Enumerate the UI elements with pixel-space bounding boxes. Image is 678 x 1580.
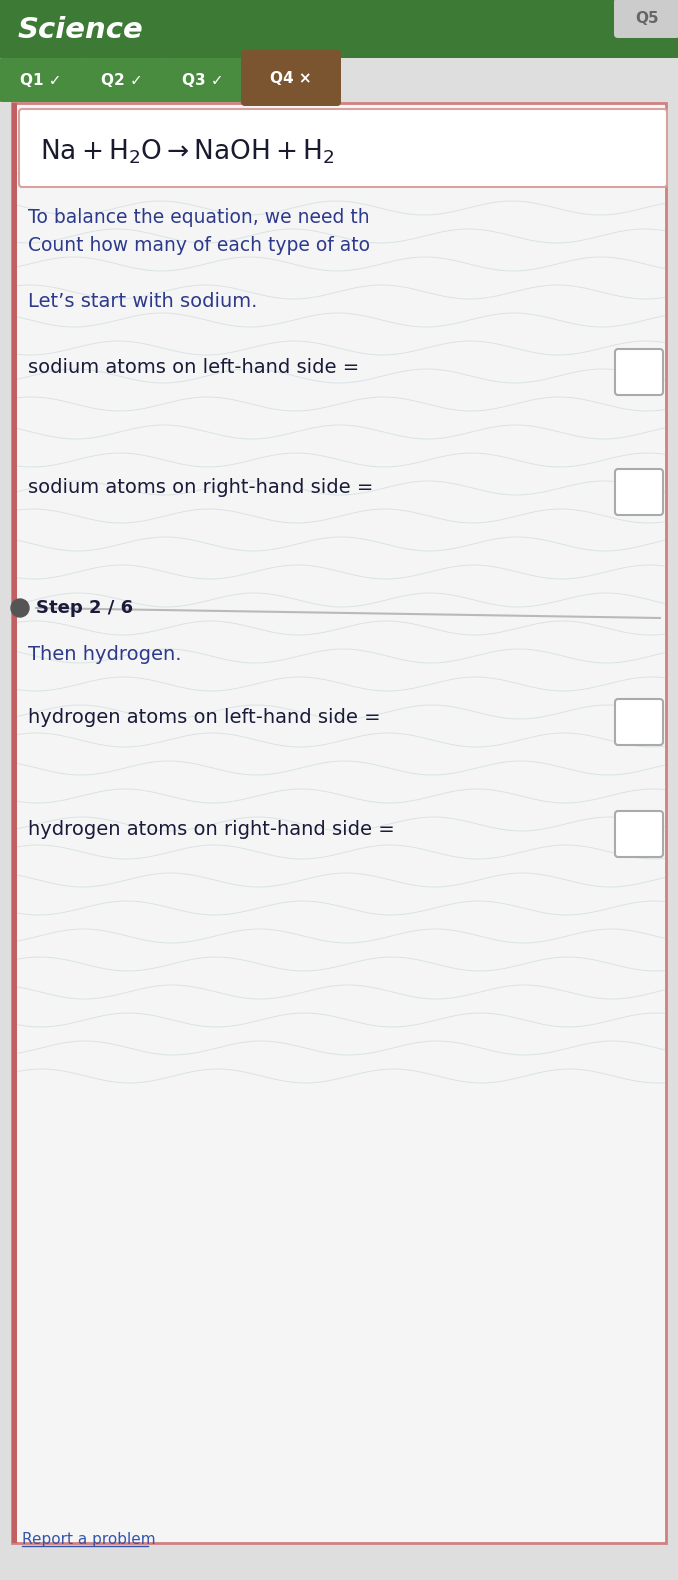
FancyBboxPatch shape	[615, 349, 663, 395]
FancyBboxPatch shape	[615, 811, 663, 856]
Text: Q4 ×: Q4 ×	[271, 71, 312, 85]
FancyBboxPatch shape	[79, 58, 165, 103]
Text: hydrogen atoms on left-hand side =: hydrogen atoms on left-hand side =	[28, 708, 380, 727]
Text: $\mathrm{Na + H_2O \rightarrow NaOH + H_2}$: $\mathrm{Na + H_2O \rightarrow NaOH + H_…	[40, 137, 335, 166]
FancyBboxPatch shape	[12, 103, 17, 1544]
Text: sodium atoms on right-hand side =: sodium atoms on right-hand side =	[28, 479, 374, 498]
Text: To balance the equation, we need th: To balance the equation, we need th	[28, 209, 370, 228]
FancyBboxPatch shape	[615, 698, 663, 746]
Text: hydrogen atoms on right-hand side =: hydrogen atoms on right-hand side =	[28, 820, 395, 839]
FancyBboxPatch shape	[12, 103, 666, 1544]
FancyBboxPatch shape	[0, 58, 84, 103]
Text: Let’s start with sodium.: Let’s start with sodium.	[28, 292, 258, 311]
Text: Step 2 / 6: Step 2 / 6	[36, 599, 133, 618]
Text: Then hydrogen.: Then hydrogen.	[28, 645, 182, 664]
Text: Report a problem: Report a problem	[22, 1533, 156, 1547]
Text: Q3 ✓: Q3 ✓	[182, 73, 224, 87]
Text: Count how many of each type of ato: Count how many of each type of ato	[28, 235, 370, 254]
Text: Science: Science	[18, 16, 144, 44]
FancyBboxPatch shape	[614, 0, 678, 38]
FancyBboxPatch shape	[241, 51, 341, 106]
Text: Q2 ✓: Q2 ✓	[101, 73, 143, 87]
FancyBboxPatch shape	[0, 58, 678, 1580]
Circle shape	[11, 599, 29, 618]
Text: Q1 ✓: Q1 ✓	[20, 73, 62, 87]
Text: sodium atoms on left-hand side =: sodium atoms on left-hand side =	[28, 359, 359, 378]
FancyBboxPatch shape	[19, 109, 667, 186]
FancyBboxPatch shape	[0, 0, 678, 58]
FancyBboxPatch shape	[160, 58, 246, 103]
FancyBboxPatch shape	[615, 469, 663, 515]
Text: Q5: Q5	[635, 11, 659, 25]
